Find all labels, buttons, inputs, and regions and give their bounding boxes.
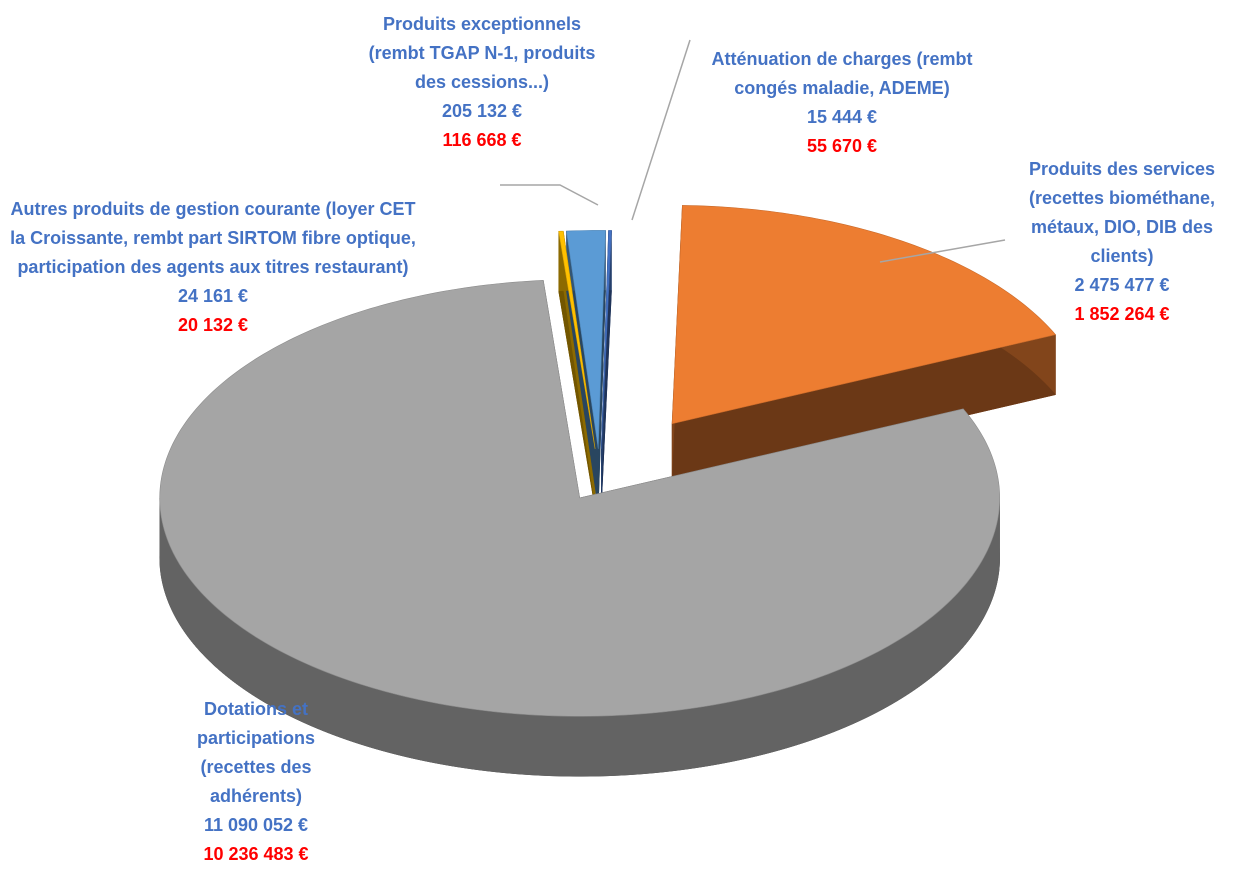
slice	[159, 280, 1001, 717]
slice-bottom	[558, 290, 596, 509]
label-block: Dotations et participations (recettes de…	[171, 695, 341, 869]
slice-bottom	[601, 290, 612, 509]
category-label: Atténuation de charges (rembt congés mal…	[711, 49, 973, 98]
slice	[558, 230, 596, 449]
value-label: 1 852 264 €	[1074, 304, 1170, 324]
label-block: Produits exceptionnels (rembt TGAP N-1, …	[357, 10, 607, 155]
leader-line	[500, 184, 599, 206]
slice	[566, 230, 606, 449]
leader-line	[631, 39, 691, 221]
leader-line	[879, 239, 1006, 263]
value-label: 10 236 483 €	[203, 844, 309, 864]
leader-lines	[500, 39, 1006, 263]
label-block: Produits des services (recettes biométha…	[997, 155, 1247, 329]
label-block: Autres produits de gestion courante (loy…	[8, 195, 418, 340]
label-block: Atténuation de charges (rembt congés mal…	[707, 45, 977, 161]
category-label: Produits des services (recettes biométha…	[1028, 159, 1216, 266]
value-label: 24 161 €	[177, 286, 249, 306]
value-label: 205 132 €	[441, 101, 523, 121]
value-label: 11 090 052 €	[203, 815, 309, 835]
value-label: 2 475 477 €	[1074, 275, 1170, 295]
value-label: 15 444 €	[806, 107, 878, 127]
value-label: 20 132 €	[177, 315, 249, 335]
category-label: Autres produits de gestion courante (loy…	[10, 199, 416, 277]
category-label: Dotations et participations (recettes de…	[196, 699, 316, 806]
slice	[600, 230, 612, 449]
value-label: 116 668 €	[442, 130, 522, 150]
category-label: Produits exceptionnels (rembt TGAP N-1, …	[368, 14, 596, 92]
value-label: 55 670 €	[806, 136, 878, 156]
slice	[671, 205, 1057, 425]
